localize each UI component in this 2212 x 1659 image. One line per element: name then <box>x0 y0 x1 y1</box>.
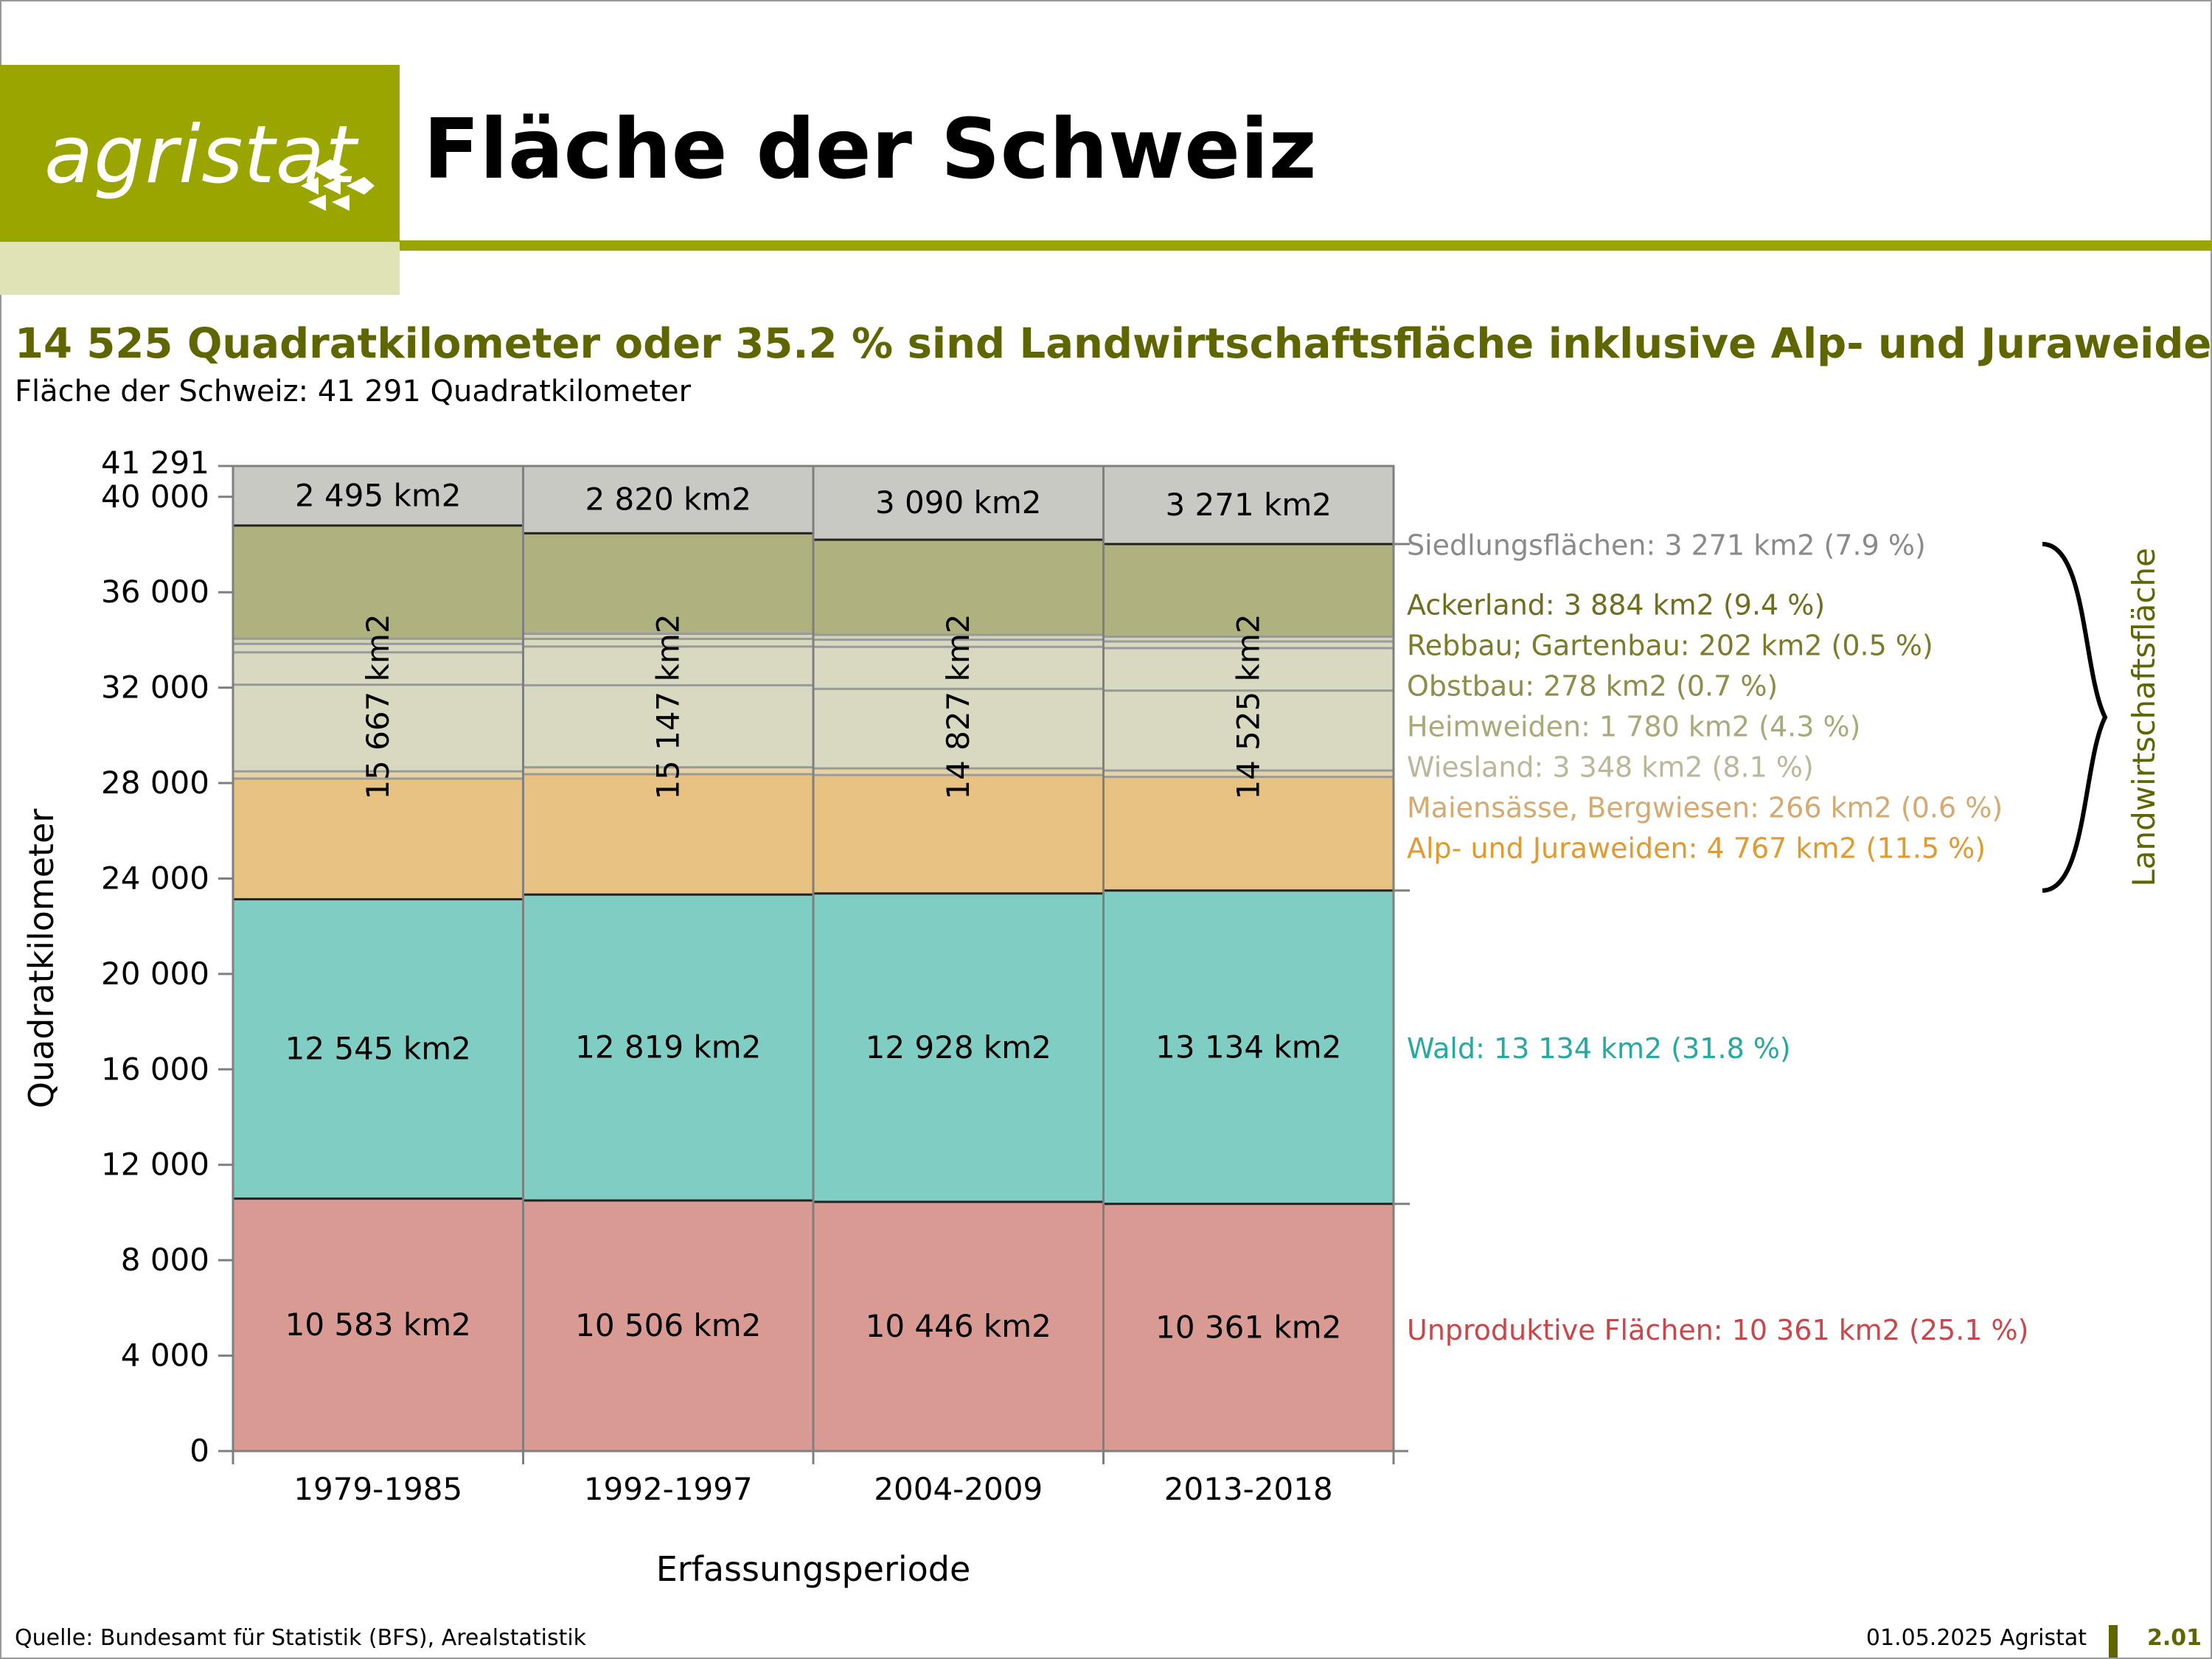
legend-entry: Alp- und Juraweiden: 4 767 km2 (11.5 %) <box>1407 832 1986 864</box>
bar-segment <box>523 639 813 647</box>
legend-entry: Obstbau: 278 km2 (0.7 %) <box>1407 669 1778 702</box>
bar-segment <box>1103 543 1394 637</box>
y-tick-label: 24 000 <box>101 860 209 896</box>
bar-segment <box>233 639 524 644</box>
bar-segment <box>523 633 813 639</box>
data-label: 10 583 km2 <box>285 1307 471 1343</box>
bar-segment <box>1103 466 1394 544</box>
bar-segment <box>813 647 1104 689</box>
footer-date: 01.05.2025 Agristat <box>1865 1625 2087 1651</box>
y-tick-label: 0 <box>189 1433 209 1469</box>
page-number: 2.01 <box>2147 1625 2202 1651</box>
bar-segment <box>523 894 813 1201</box>
data-label: 15 147 km2 <box>650 613 686 799</box>
bar-segment <box>523 1200 813 1451</box>
bar-segment <box>233 684 524 772</box>
logo-underlay <box>0 242 400 295</box>
bar-segment <box>233 525 524 639</box>
bar-segment <box>813 634 1104 640</box>
bar-segment <box>813 768 1104 776</box>
x-tick-label: 1992-1997 <box>584 1471 753 1507</box>
bar-segment <box>1103 890 1394 1204</box>
title-rule <box>400 240 2212 251</box>
bar-segment <box>233 771 524 779</box>
y-axis-title: Quadratkilometer <box>21 809 61 1109</box>
bar-segment <box>523 646 813 686</box>
bar-segment <box>1103 690 1394 771</box>
y-tick-label: 4 000 <box>121 1338 209 1374</box>
y-tick-label: 12 000 <box>101 1147 209 1183</box>
bar-segment <box>813 775 1104 894</box>
y-tick-label: 20 000 <box>101 956 209 992</box>
legend-entry: Ackerland: 3 884 km2 (9.4 %) <box>1407 588 1825 621</box>
agristat-logo <box>0 65 400 242</box>
y-tick-label: 28 000 <box>101 765 209 801</box>
page-title: Fläche der Schweiz <box>423 102 1317 198</box>
y-tick-label: 8 000 <box>121 1242 209 1278</box>
y-tick-label: 40 000 <box>101 479 209 515</box>
bar-segment <box>813 893 1104 1203</box>
headline: 14 525 Quadratkilometer oder 35.2 % sind… <box>15 320 2212 368</box>
data-label: 2 820 km2 <box>585 481 751 518</box>
data-label: 10 446 km2 <box>866 1308 1051 1344</box>
data-label: 12 928 km2 <box>866 1029 1051 1065</box>
bar-segment <box>233 644 524 653</box>
bar-segment <box>1103 770 1394 777</box>
x-tick-label: 1979-1985 <box>293 1471 462 1507</box>
bar-segment <box>233 1198 524 1451</box>
data-label: 2 495 km2 <box>295 477 462 513</box>
legend-entry: Siedlungsflächen: 3 271 km2 (7.9 %) <box>1407 529 1926 561</box>
stacked-bar-chart: 10 583 km2 12 545 km2 2 495 km2 15 667 km2 1… <box>21 445 2162 1589</box>
subline: Fläche der Schweiz: 41 291 Quadratkilome… <box>15 375 692 408</box>
y-tick-label: 41 291 <box>101 445 209 481</box>
bar-segment <box>523 533 813 634</box>
bar-segment <box>523 685 813 768</box>
bar-segment <box>813 639 1104 647</box>
bar-segment <box>523 465 813 534</box>
bar-segment <box>523 774 813 895</box>
brace-icon <box>2042 541 2108 893</box>
bar-segment <box>1103 1203 1394 1451</box>
data-label: 13 134 km2 <box>1155 1029 1341 1065</box>
bar-segment <box>813 689 1104 769</box>
x-tick-label: 2013-2018 <box>1164 1471 1333 1507</box>
legend-entry: Wald: 13 134 km2 (31.8 %) <box>1407 1032 1791 1065</box>
data-label: 10 361 km2 <box>1155 1309 1341 1345</box>
source-note: Quelle: Bundesamt für Statistik (BFS), A… <box>15 1625 587 1651</box>
bar-segment <box>233 652 524 685</box>
footer-bar <box>2109 1625 2118 1658</box>
y-tick-label: 36 000 <box>101 574 209 610</box>
data-label: 3 271 km2 <box>1165 487 1332 523</box>
data-label: 10 506 km2 <box>575 1307 761 1343</box>
bar-segment <box>1103 648 1394 691</box>
data-label: 12 545 km2 <box>285 1031 471 1067</box>
bar-segment <box>233 778 524 900</box>
bar-segment <box>813 466 1104 540</box>
x-axis-title: Erfassungsperiode <box>656 1549 971 1589</box>
legend-entry: Maiensässe, Bergwiesen: 266 km2 (0.6 %) <box>1407 791 2003 824</box>
data-label: 3 090 km2 <box>875 484 1042 521</box>
data-label: 14 827 km2 <box>940 613 976 799</box>
bar-segment <box>1103 641 1394 649</box>
x-tick-label: 2004-2009 <box>874 1471 1043 1507</box>
brace-label: Landwirtschaftsfläche <box>2126 548 2162 887</box>
data-label: 14 525 km2 <box>1230 613 1266 799</box>
data-label: 12 819 km2 <box>575 1029 761 1065</box>
y-tick-label: 16 000 <box>101 1051 209 1087</box>
data-label: 15 667 km2 <box>360 613 396 799</box>
bar-segment <box>233 466 524 526</box>
bar-segment <box>1103 776 1394 891</box>
bar-segment <box>1103 636 1394 642</box>
bar-segment <box>233 899 524 1199</box>
legend-entry: Heimweiden: 1 780 km2 (4.3 %) <box>1407 710 1860 742</box>
logo-triangles-icon <box>301 159 375 211</box>
legend-entry: Rebbau; Gartenbau: 202 km2 (0.5 %) <box>1407 629 1933 661</box>
y-tick-label: 32 000 <box>101 669 209 706</box>
bar-segment <box>813 1202 1104 1451</box>
legend-entry: Wiesland: 3 348 km2 (8.1 %) <box>1407 751 1814 783</box>
legend-entry: Unproduktive Flächen: 10 361 km2 (25.1 %… <box>1407 1314 2028 1346</box>
bar-segment <box>523 767 813 775</box>
bar-segment <box>813 539 1104 635</box>
